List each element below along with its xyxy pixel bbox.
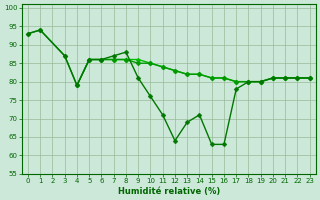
X-axis label: Humidité relative (%): Humidité relative (%) [118, 187, 220, 196]
